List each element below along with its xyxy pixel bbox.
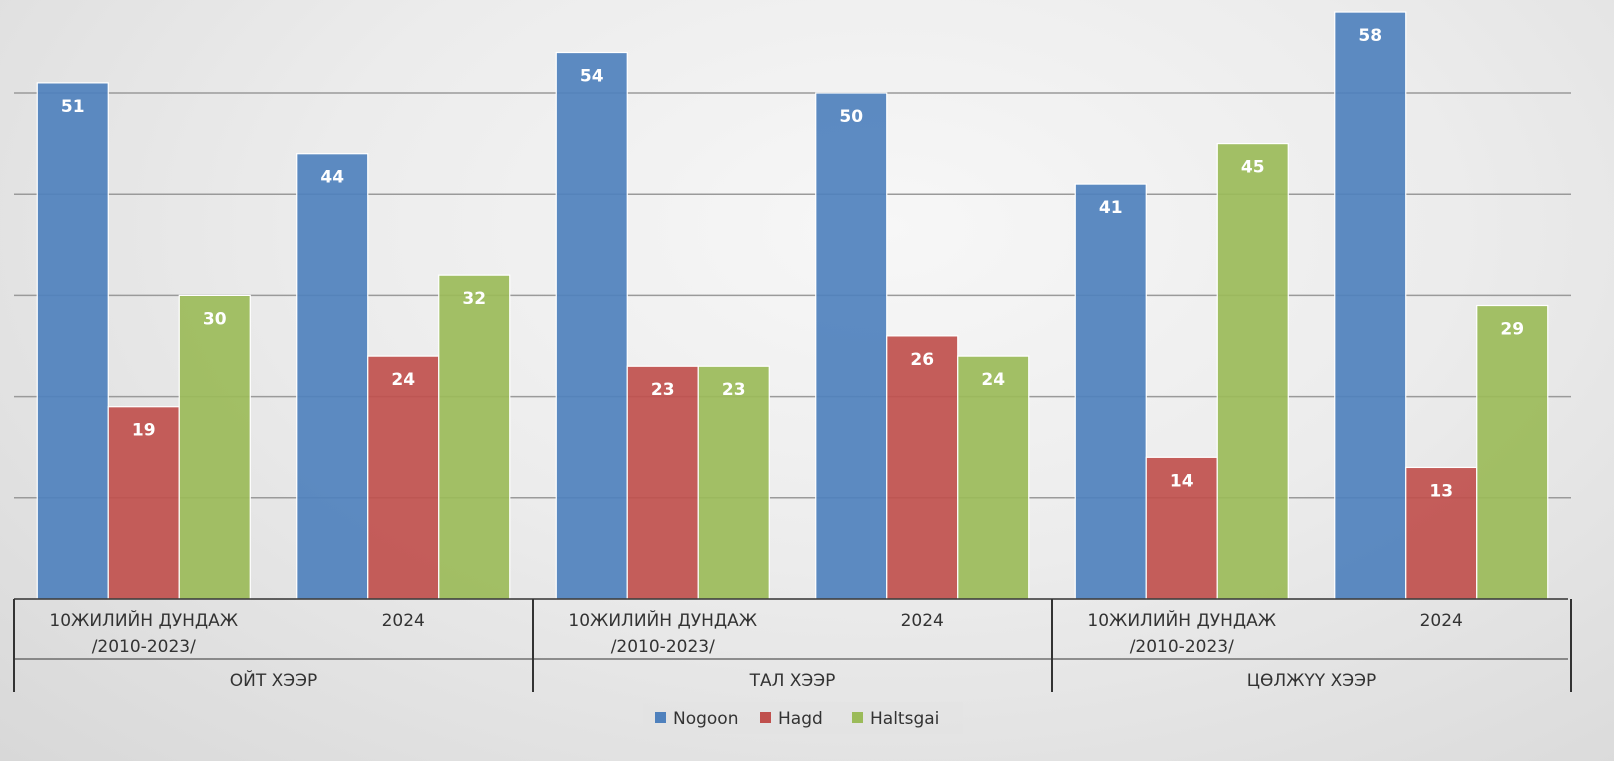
data-label: 26 (910, 350, 934, 370)
legend-box (643, 702, 963, 734)
category-tick-label: 10ЖИЛИЙН ДУНДАЖ (1087, 609, 1276, 631)
group-label: ОЙТ ХЭЭР (230, 669, 318, 691)
data-label: 14 (1170, 471, 1194, 491)
bar-hagd (1405, 466, 1478, 600)
bar-hagd (367, 355, 440, 600)
data-label: 58 (1358, 26, 1382, 46)
bars: 51 19 30 44 24 32 54 23 23 50 26 24 41 14 45 58 13 29 (36, 11, 1549, 600)
bar-haltsgai (1476, 304, 1549, 600)
data-label: 30 (203, 309, 227, 329)
category-tick-label: /2010-2023/ (1130, 637, 1234, 657)
group-label: ЦӨЛЖҮҮ ХЭЭР (1247, 671, 1376, 691)
category-axis: 10ЖИЛИЙН ДУНДАЖ/2010-2023/2024 ОЙТ ХЭЭР 10… (13, 598, 1572, 692)
data-label: 44 (320, 168, 344, 188)
bar-nogoon (815, 92, 888, 600)
bar-nogoon (36, 82, 109, 600)
category-tick-label: /2010-2023/ (92, 637, 196, 657)
bar-nogoon (1074, 183, 1147, 600)
data-label: 51 (61, 97, 85, 117)
legend-swatch-haltsgai (852, 712, 863, 723)
data-label: 23 (651, 380, 675, 400)
data-label: 54 (580, 67, 604, 87)
data-label: 19 (132, 421, 156, 441)
bar-haltsgai (1216, 143, 1289, 600)
bar-hagd (886, 335, 959, 600)
legend-swatch-hagd (760, 712, 771, 723)
bar-nogoon (555, 51, 628, 600)
legend-label: Nogoon (673, 709, 739, 729)
bar-haltsgai (957, 355, 1030, 600)
data-label: 29 (1500, 320, 1524, 340)
bar-haltsgai (697, 365, 770, 600)
legend-swatch-nogoon (655, 712, 666, 723)
category-tick-label: 2024 (382, 611, 425, 631)
data-label: 13 (1429, 481, 1453, 501)
data-label: 23 (722, 380, 746, 400)
category-tick-label: 2024 (1420, 611, 1463, 631)
bar-haltsgai (178, 294, 251, 600)
category-tick-label: 10ЖИЛИЙН ДУНДАЖ (49, 609, 238, 631)
category-tick-label: /2010-2023/ (611, 637, 715, 657)
group-label: ТАЛ ХЭЭР (749, 671, 836, 691)
gridlines (14, 92, 1571, 499)
category-tick-label: 10ЖИЛИЙН ДУНДАЖ (568, 609, 757, 631)
legend-label: Hagd (778, 709, 823, 729)
bar-nogoon (1334, 11, 1407, 600)
legend-label: Haltsgai (870, 709, 939, 729)
legend: Nogoon Hagd Haltsgai (643, 702, 963, 734)
data-label: 41 (1099, 198, 1123, 218)
data-label: 24 (981, 370, 1005, 390)
bar-haltsgai (438, 274, 511, 600)
category-tick-label: 2024 (901, 611, 944, 631)
data-label: 24 (391, 370, 415, 390)
data-label: 32 (462, 289, 486, 309)
bar-hagd (107, 406, 180, 600)
bar-hagd (626, 365, 699, 600)
data-label: 50 (839, 107, 863, 127)
bar-nogoon (296, 153, 369, 600)
data-label: 45 (1241, 158, 1265, 178)
